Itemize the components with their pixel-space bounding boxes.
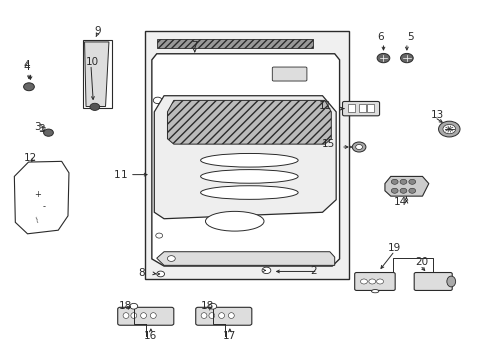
Circle shape (262, 267, 270, 274)
Circle shape (399, 188, 406, 193)
Bar (358, 104, 365, 112)
Polygon shape (167, 100, 330, 144)
Circle shape (43, 129, 53, 136)
Text: 3: 3 (34, 122, 41, 132)
Ellipse shape (123, 313, 129, 319)
Ellipse shape (218, 313, 224, 319)
Circle shape (408, 188, 415, 193)
Ellipse shape (200, 186, 298, 199)
Text: 2: 2 (310, 266, 316, 276)
Circle shape (390, 188, 397, 193)
Ellipse shape (150, 313, 156, 319)
Text: 20: 20 (414, 257, 427, 267)
Bar (347, 104, 354, 112)
Text: 16: 16 (144, 331, 157, 341)
FancyBboxPatch shape (118, 307, 173, 325)
Text: 3: 3 (38, 124, 45, 134)
Circle shape (360, 279, 366, 284)
Ellipse shape (200, 170, 298, 183)
Circle shape (399, 179, 406, 184)
Ellipse shape (371, 289, 378, 293)
Text: +: + (34, 190, 41, 199)
Text: -: - (43, 202, 46, 211)
Text: 15: 15 (321, 139, 334, 149)
Text: 1: 1 (113, 170, 120, 180)
Polygon shape (154, 96, 335, 219)
Circle shape (368, 279, 375, 284)
Ellipse shape (201, 313, 206, 319)
Circle shape (408, 179, 415, 184)
Circle shape (23, 83, 34, 91)
Circle shape (351, 142, 365, 152)
Circle shape (130, 303, 138, 309)
FancyBboxPatch shape (354, 273, 394, 291)
FancyBboxPatch shape (342, 102, 379, 116)
Bar (144, 31, 348, 279)
Bar (157, 40, 312, 48)
Circle shape (167, 256, 175, 261)
Bar (366, 104, 373, 112)
Text: 11: 11 (318, 102, 331, 112)
Polygon shape (384, 176, 428, 196)
Polygon shape (157, 252, 334, 265)
Circle shape (376, 279, 383, 284)
Circle shape (442, 125, 455, 134)
Ellipse shape (141, 313, 146, 319)
Circle shape (400, 53, 412, 63)
Ellipse shape (205, 211, 264, 231)
Text: 19: 19 (387, 243, 401, 253)
Circle shape (90, 103, 100, 111)
Text: 4: 4 (23, 62, 30, 72)
Circle shape (153, 97, 162, 104)
Text: 8: 8 (138, 268, 144, 278)
FancyBboxPatch shape (413, 273, 451, 291)
Text: 6: 6 (377, 32, 384, 41)
Polygon shape (152, 54, 339, 266)
Circle shape (390, 179, 397, 184)
Text: 10: 10 (86, 57, 99, 67)
Ellipse shape (131, 313, 137, 319)
Bar (82, 40, 112, 108)
Text: 4: 4 (23, 59, 30, 69)
Text: 17: 17 (223, 331, 236, 341)
Circle shape (355, 144, 362, 149)
Text: 1: 1 (121, 170, 127, 180)
Text: 13: 13 (430, 110, 443, 120)
Text: 12: 12 (24, 153, 37, 163)
Circle shape (156, 233, 162, 238)
Ellipse shape (446, 276, 455, 287)
Text: 18: 18 (118, 301, 131, 311)
Polygon shape (14, 161, 69, 234)
Text: 7: 7 (191, 41, 198, 50)
Text: 5: 5 (406, 32, 413, 41)
Ellipse shape (200, 153, 298, 167)
FancyBboxPatch shape (272, 67, 306, 81)
Text: 18: 18 (201, 301, 214, 311)
FancyBboxPatch shape (195, 307, 251, 325)
Circle shape (208, 303, 216, 309)
Text: 14: 14 (393, 197, 407, 207)
Circle shape (438, 121, 459, 137)
Ellipse shape (208, 313, 214, 319)
Circle shape (157, 271, 164, 277)
Polygon shape (84, 42, 109, 107)
Ellipse shape (228, 313, 234, 319)
Text: 9: 9 (94, 26, 101, 36)
Text: /: / (35, 216, 40, 222)
Circle shape (376, 53, 389, 63)
